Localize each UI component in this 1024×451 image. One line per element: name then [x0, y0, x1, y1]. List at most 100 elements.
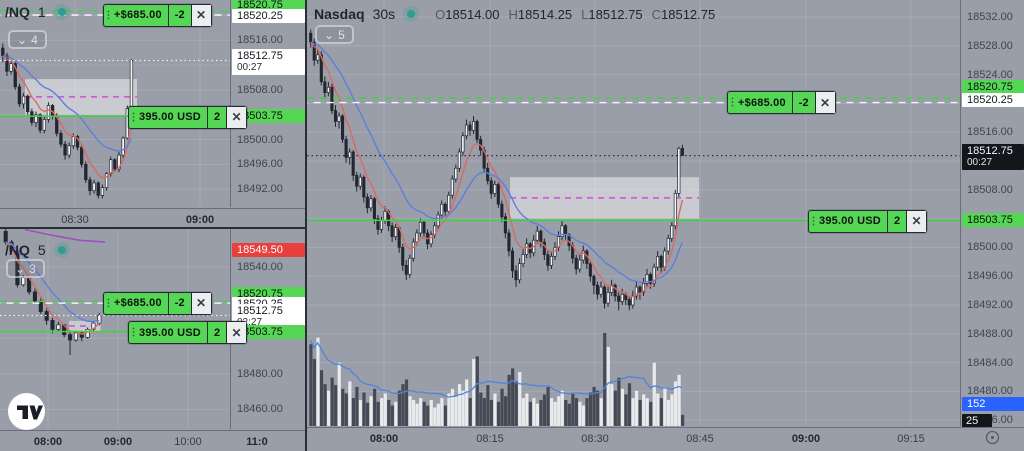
ohlc-key: L	[581, 6, 589, 22]
interval-label: 5	[37, 242, 46, 258]
candlestick-chart[interactable]	[0, 0, 230, 207]
time-tick: 08:30	[581, 433, 609, 445]
interval-label: 30s	[372, 6, 396, 22]
pnl-label-amount: +$685.00	[114, 297, 162, 310]
ohlc-pair: H18514.25	[509, 7, 573, 22]
drag-handle-icon[interactable]: ⋮	[103, 297, 114, 309]
price-tick: 18496.00	[967, 270, 1013, 283]
market-open-dot-icon	[57, 8, 66, 16]
drag-handle-icon[interactable]: ⋮	[128, 111, 139, 123]
working-order-label-qty: 2	[886, 210, 906, 232]
close-icon[interactable]: ✕	[226, 322, 247, 344]
tradingview-logo[interactable]	[8, 393, 45, 430]
time-tick: 08:00	[33, 436, 63, 448]
drag-handle-icon[interactable]: ⋮	[808, 215, 819, 227]
zone-rectangle-drawing[interactable]	[510, 177, 699, 219]
price-scale[interactable]: 18540.00 18480.00 18460.00 18549.50 18520.75…	[230, 229, 305, 429]
price-tick: 18532.00	[967, 11, 1013, 23]
price-tick: 18488.00	[967, 327, 1013, 340]
close-icon[interactable]: ✕	[814, 92, 835, 114]
price-tick: 18540.00	[237, 261, 283, 273]
symbol-title: /NQ	[5, 242, 30, 258]
countdown-text: 00:27	[967, 156, 993, 168]
collapse-badge-button[interactable]: ⌄ 3	[6, 259, 45, 278]
price-scale-label: 18520.25	[962, 92, 1024, 107]
ohlc-key: O	[435, 6, 446, 22]
pnl-label[interactable]: ⋮ +$685.00 -2 ✕	[727, 91, 836, 115]
working-order-label-qty: 2	[206, 322, 226, 344]
ohlc-key: C	[651, 6, 661, 22]
collapse-badge-button[interactable]: ⌄ 4	[8, 30, 47, 49]
price-scale-label: 18549.50	[232, 243, 305, 258]
time-tick: 11:0	[246, 436, 268, 448]
price-tick: 18496.00	[237, 158, 283, 171]
panel-main-30s[interactable]: 18532.00 18528.00 18524.00 18516.00 18508.00…	[307, 0, 1024, 451]
working-order-label-amount: 395.00 USD	[819, 215, 881, 228]
panel-divider-vertical[interactable]	[305, 0, 307, 451]
time-axis[interactable]: 08:30 09:00	[0, 208, 305, 227]
pnl-label[interactable]: ⋮ +$685.00 -2 ✕	[103, 3, 212, 27]
price-scale-label-text: 18520.25	[237, 10, 283, 22]
panel-nq5-5min[interactable]: 18540.00 18480.00 18460.00 18549.50 18520.75…	[0, 229, 305, 451]
ohlc-pair: L18512.75	[581, 7, 642, 22]
time-tick: 09:00	[185, 214, 215, 226]
time-tick: 08:00	[369, 433, 399, 445]
pnl-label-qty: -2	[167, 292, 191, 314]
market-open-dot-icon	[57, 246, 66, 254]
pnl-label-amount: +$685.00	[114, 9, 162, 21]
time-tick: 09:15	[897, 433, 925, 445]
price-tick: 18516.00	[967, 126, 1013, 139]
drag-handle-icon[interactable]: ⋮	[103, 9, 114, 21]
working-order-label[interactable]: ⋮ 395.00 USD 2 ✕	[128, 321, 248, 345]
price-scale[interactable]: 18516.00 18508.00 18500.00 18496.00 18492.00…	[230, 0, 305, 207]
drag-handle-icon[interactable]: ⋮	[727, 97, 738, 109]
price-scale-label: 152	[962, 397, 1024, 411]
price-scale-label-text: 18520.75	[967, 81, 1013, 93]
time-axis[interactable]: 08:00 09:00 10:00 11:0	[0, 430, 305, 451]
pnl-label-qty: -2	[791, 92, 815, 114]
price-scale-label-text: 18512.75	[237, 49, 283, 62]
price-tick: 18484.00	[967, 356, 1013, 369]
ohlc-key: H	[508, 6, 518, 22]
ma-slow-line	[310, 41, 684, 284]
time-tick: 10:00	[174, 436, 202, 448]
close-icon[interactable]: ✕	[226, 106, 247, 128]
price-scale-label-text: 18520.75	[237, 0, 283, 11]
countdown-text: 00:27	[237, 61, 263, 73]
price-scale-label: 18520.75	[232, 0, 305, 12]
ma-fast-line	[310, 41, 684, 298]
clock-icon[interactable]	[985, 430, 1000, 450]
panel-nq1-1min[interactable]: 18516.00 18508.00 18500.00 18496.00 18492.00…	[0, 0, 305, 227]
collapse-count: 5	[338, 27, 345, 42]
close-icon[interactable]: ✕	[190, 4, 211, 26]
time-tick: 09:00	[791, 433, 821, 445]
collapse-badge-button[interactable]: ⌄ 5	[315, 25, 354, 44]
time-axis[interactable]: 08:00 08:15 08:30 08:45 09:00 09:15	[307, 427, 1024, 451]
drag-handle-icon[interactable]: ⋮	[128, 327, 139, 339]
close-icon[interactable]: ✕	[190, 292, 211, 314]
ohlc-pair: O18514.00	[435, 7, 499, 22]
price-scale-label: 18503.75	[232, 324, 305, 339]
ma-slow-line	[2, 55, 133, 152]
price-scale-label-text: 25	[966, 415, 979, 427]
working-order-label[interactable]: ⋮ 395.00 USD 2 ✕	[128, 105, 248, 129]
pnl-label-amount: +$685.00	[738, 96, 786, 109]
ohlc-value: 18512.75	[661, 6, 716, 22]
price-tick: 18528.00	[967, 39, 1013, 52]
price-tick: 18524.00	[967, 68, 1013, 81]
candlestick-chart[interactable]	[307, 0, 960, 426]
working-order-label-qty: 2	[206, 106, 226, 128]
price-tick: 18508.00	[967, 183, 1013, 196]
symbol-title: Nasdaq	[314, 6, 365, 22]
panel-divider-horizontal[interactable]	[0, 227, 305, 229]
pnl-label-qty: -2	[167, 4, 191, 26]
chevron-down-icon: ⌄	[324, 27, 335, 42]
interval-label: 1	[37, 4, 46, 20]
price-scale[interactable]: 18532.00 18528.00 18524.00 18516.00 18508.00…	[960, 0, 1024, 428]
working-order-label[interactable]: ⋮ 395.00 USD 2 ✕	[808, 209, 928, 233]
pnl-label[interactable]: ⋮ +$685.00 -2 ✕	[103, 291, 212, 315]
price-scale-label: 18520.25	[232, 9, 305, 23]
close-icon[interactable]: ✕	[906, 210, 927, 232]
price-scale-label: 18503.75	[232, 109, 305, 124]
price-tick: 18480.00	[237, 367, 283, 380]
